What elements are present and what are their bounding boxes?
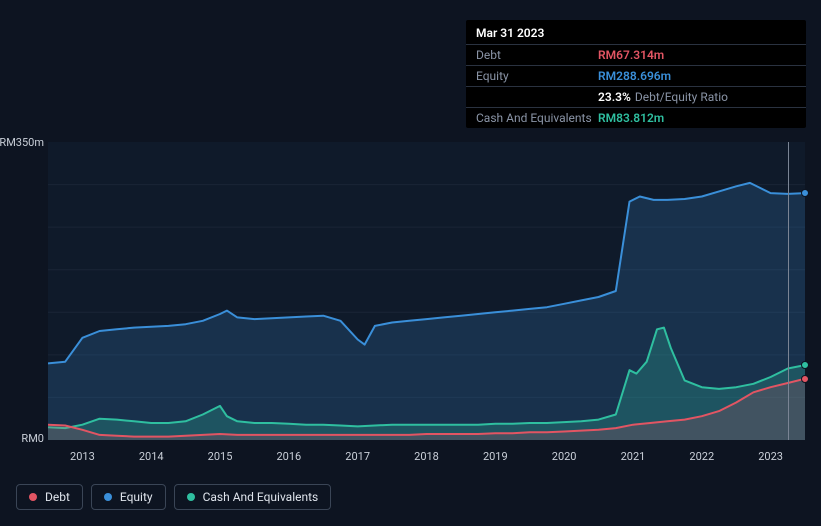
- tooltip-label: Equity: [476, 69, 598, 83]
- tooltip-ratio-value: 23.3%: [598, 90, 631, 104]
- series-endpoint-dot: [801, 375, 809, 383]
- legend-dot-icon: [104, 493, 112, 501]
- y-axis-label-min: RM0: [21, 432, 48, 445]
- tooltip-value: RM67.314m: [598, 48, 664, 62]
- tooltip-value: RM288.696m: [598, 69, 671, 83]
- tooltip-ratio-label: Debt/Equity Ratio: [635, 90, 728, 104]
- legend-label: Cash And Equivalents: [203, 490, 319, 504]
- x-axis-tick: 2014: [139, 450, 164, 463]
- legend-label: Equity: [120, 490, 153, 504]
- legend-item-debt[interactable]: Debt: [16, 484, 83, 510]
- chart-plot[interactable]: [48, 142, 805, 440]
- tooltip-row-cash: Cash And Equivalents RM83.812m: [466, 108, 806, 128]
- x-axis-tick: 2018: [414, 450, 439, 463]
- x-axis-tick: 2015: [208, 450, 233, 463]
- tooltip-row-equity: Equity RM288.696m: [466, 66, 806, 87]
- legend-item-equity[interactable]: Equity: [91, 484, 166, 510]
- chart-tooltip: Mar 31 2023 Debt RM67.314m Equity RM288.…: [466, 20, 806, 128]
- tooltip-label: Debt: [476, 48, 598, 62]
- legend-dot-icon: [187, 493, 195, 501]
- chart-area: RM350m RM0 20132014201520162017201820192…: [16, 126, 805, 470]
- x-axis-tick: 2021: [621, 450, 646, 463]
- x-axis-tick: 2013: [70, 450, 95, 463]
- x-axis-tick: 2022: [689, 450, 714, 463]
- series-endpoint-dot: [801, 189, 809, 197]
- tooltip-title: Mar 31 2023: [466, 20, 806, 45]
- tooltip-label: Cash And Equivalents: [476, 111, 598, 125]
- chart-legend: Debt Equity Cash And Equivalents: [16, 484, 331, 510]
- x-axis-tick: 2017: [345, 450, 370, 463]
- x-axis-tick: 2016: [276, 450, 301, 463]
- x-axis-tick: 2023: [758, 450, 783, 463]
- legend-dot-icon: [29, 493, 37, 501]
- y-axis-label-max: RM350m: [0, 136, 48, 149]
- tooltip-value: RM83.812m: [598, 111, 664, 125]
- tooltip-value: 23.3% Debt/Equity Ratio: [598, 90, 728, 104]
- x-axis-tick: 2019: [483, 450, 508, 463]
- x-axis: 2013 2014 2015 2016 2017 2018 2019 2020 2021 2022…: [48, 444, 805, 464]
- legend-label: Debt: [45, 490, 70, 504]
- legend-item-cash[interactable]: Cash And Equivalents: [174, 484, 332, 510]
- tooltip-label: [476, 90, 598, 104]
- series-endpoint-dot: [801, 361, 809, 369]
- chart-svg: [48, 142, 805, 440]
- tooltip-row-ratio: 23.3% Debt/Equity Ratio: [466, 87, 806, 108]
- hover-line: [788, 142, 789, 440]
- x-axis-tick: 2020: [552, 450, 577, 463]
- tooltip-row-debt: Debt RM67.314m: [466, 45, 806, 66]
